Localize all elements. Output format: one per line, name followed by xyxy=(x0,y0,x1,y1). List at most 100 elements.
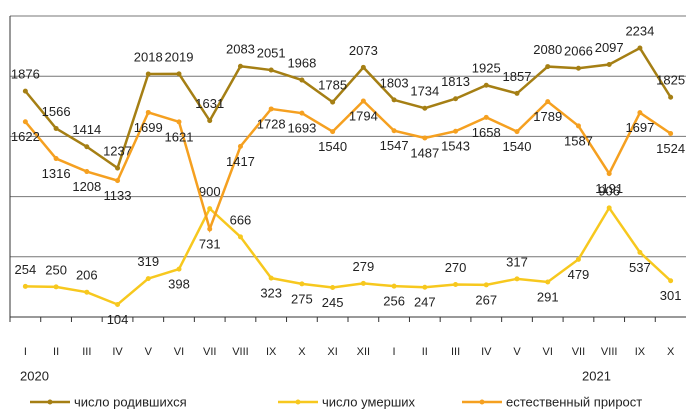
marker xyxy=(483,282,489,288)
marker xyxy=(145,71,151,77)
data-label: 254 xyxy=(15,262,37,277)
data-label: 2051 xyxy=(257,45,286,60)
series-line xyxy=(24,99,672,233)
data-label: 275 xyxy=(291,291,313,306)
marker xyxy=(668,94,674,100)
marker xyxy=(360,98,366,104)
marker xyxy=(330,99,336,105)
year-label: 2021 xyxy=(582,368,611,383)
marker xyxy=(606,62,612,68)
marker xyxy=(391,283,397,289)
data-label: 2018 xyxy=(134,49,163,64)
legend-marker xyxy=(295,399,301,405)
marker xyxy=(545,64,551,70)
marker xyxy=(176,119,182,125)
data-label: 1813 xyxy=(441,74,470,89)
marker xyxy=(637,110,643,116)
x-tick-label: IX xyxy=(266,346,277,358)
data-label: 1414 xyxy=(72,122,101,137)
marker xyxy=(53,156,59,162)
marker xyxy=(606,171,612,177)
marker xyxy=(422,284,428,290)
data-label: 2097 xyxy=(595,40,624,55)
x-tick-label: XII xyxy=(357,346,370,358)
marker xyxy=(575,123,581,129)
data-label: 1658 xyxy=(472,125,501,140)
data-label: 1789 xyxy=(533,109,562,124)
data-label: 1191 xyxy=(595,181,623,196)
data-label: 1237 xyxy=(103,144,132,159)
x-tick-label: I xyxy=(393,346,396,358)
x-tick-label: VIII xyxy=(601,346,618,358)
x-tick-label: III xyxy=(82,346,91,358)
data-label: 1697 xyxy=(625,120,654,135)
x-tick-label: XI xyxy=(327,346,337,358)
data-label: 1728 xyxy=(257,116,286,131)
data-label: 1543 xyxy=(441,139,470,154)
x-tick-label: X xyxy=(298,346,306,358)
x-tick-label: I xyxy=(24,346,27,358)
marker xyxy=(84,169,90,175)
marker xyxy=(606,205,612,211)
marker xyxy=(176,71,182,77)
data-label: 206 xyxy=(76,268,98,283)
x-tick-label: VII xyxy=(572,346,585,358)
data-label: 2080 xyxy=(533,42,562,57)
x-tick-label: II xyxy=(53,346,59,358)
data-label: 900 xyxy=(199,184,221,199)
x-tick-label: III xyxy=(451,346,460,358)
marker xyxy=(268,67,274,73)
data-label: 1540 xyxy=(318,139,347,154)
x-tick-label: IV xyxy=(112,346,123,358)
data-label: 1699 xyxy=(134,120,163,135)
marker xyxy=(207,118,213,124)
series-line xyxy=(24,46,672,171)
marker xyxy=(115,165,121,171)
marker xyxy=(237,234,243,240)
marker xyxy=(453,96,459,102)
marker xyxy=(53,284,59,290)
marker xyxy=(391,97,397,103)
data-label: 2066 xyxy=(564,44,593,59)
x-tick-label: II xyxy=(422,346,428,358)
data-label: 317 xyxy=(506,254,528,269)
data-label: 1734 xyxy=(410,84,439,99)
data-label: 1631 xyxy=(195,96,224,111)
marker xyxy=(176,266,182,272)
marker xyxy=(268,275,274,281)
data-label: 906 xyxy=(598,183,620,198)
x-tick-label: V xyxy=(513,346,521,358)
data-label: 279 xyxy=(353,259,375,274)
series-line xyxy=(25,205,672,306)
x-tick-label: VI xyxy=(543,346,553,358)
data-label: 1876 xyxy=(11,67,40,82)
marker xyxy=(330,285,336,291)
data-label: 1968 xyxy=(287,55,316,70)
marker xyxy=(668,278,674,284)
data-label: 1925 xyxy=(472,61,501,76)
data-label: 398 xyxy=(168,277,190,292)
marker xyxy=(299,77,305,83)
marker xyxy=(237,63,243,69)
marker xyxy=(545,99,551,105)
marker xyxy=(360,280,366,286)
data-label: 1208 xyxy=(72,179,101,194)
data-label: 2073 xyxy=(349,43,378,58)
marker xyxy=(22,88,28,94)
marker xyxy=(575,256,581,262)
data-label: 1540 xyxy=(503,139,532,154)
data-label: 270 xyxy=(445,260,467,275)
data-label: 245 xyxy=(322,295,344,310)
data-label: 301 xyxy=(660,288,682,303)
data-label: 104 xyxy=(107,312,129,327)
marker xyxy=(483,114,489,120)
marker xyxy=(453,128,459,134)
marker xyxy=(22,119,28,125)
data-label: 2083 xyxy=(226,42,255,57)
data-label: 2234 xyxy=(625,23,654,38)
x-tick-label: IX xyxy=(635,346,646,358)
data-label: 267 xyxy=(475,292,497,307)
data-label: 256 xyxy=(383,294,405,309)
x-tick-label: X xyxy=(667,346,675,358)
marker xyxy=(53,125,59,131)
